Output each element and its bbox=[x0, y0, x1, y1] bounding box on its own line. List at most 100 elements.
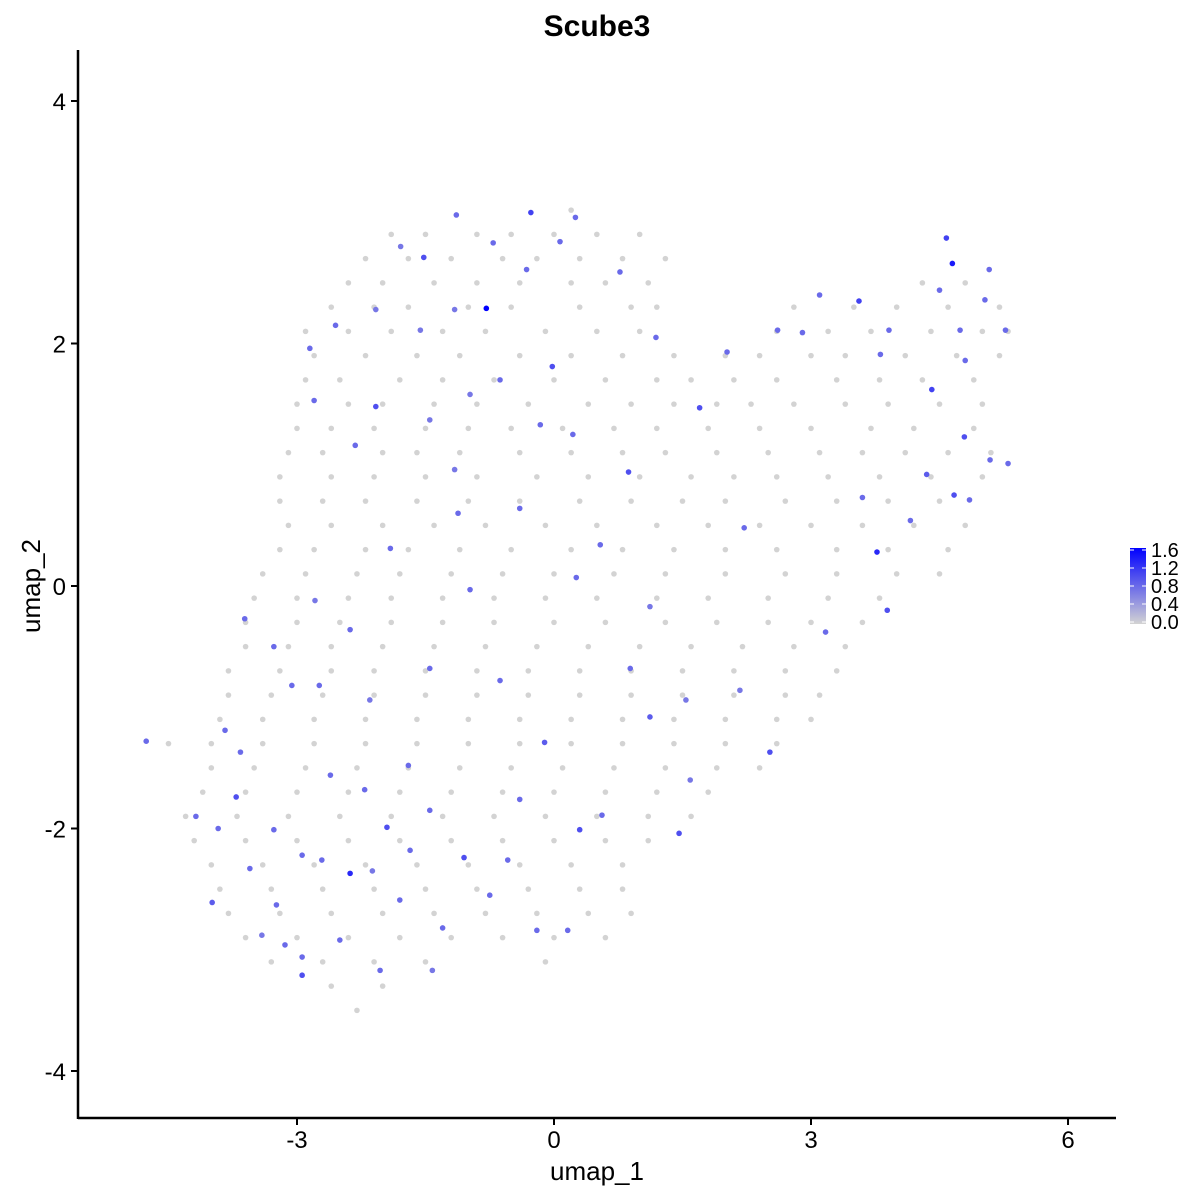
cell-point bbox=[516, 352, 523, 359]
cell-point bbox=[833, 498, 840, 504]
cell-point bbox=[731, 668, 737, 674]
cell-point bbox=[388, 595, 395, 601]
cell-point bbox=[936, 498, 943, 504]
cell-point bbox=[455, 510, 461, 517]
cell-point bbox=[594, 595, 600, 601]
cell-point bbox=[599, 812, 605, 818]
cell-point bbox=[426, 417, 433, 423]
cell-point bbox=[482, 522, 489, 529]
cell-point bbox=[874, 549, 880, 555]
cell-point bbox=[523, 266, 530, 273]
cell-point bbox=[302, 377, 309, 383]
cell-point bbox=[225, 910, 232, 917]
cell-point bbox=[799, 329, 806, 336]
cell-point bbox=[328, 304, 335, 310]
y-tick-label: -2 bbox=[45, 817, 66, 844]
cell-point bbox=[568, 862, 574, 868]
cell-point bbox=[739, 643, 746, 650]
cell-point bbox=[602, 377, 609, 383]
cell-point bbox=[294, 789, 300, 795]
colorbar-label: 1.6 bbox=[1151, 540, 1179, 562]
colorbar bbox=[1130, 548, 1146, 624]
cell-point bbox=[951, 492, 957, 498]
colorbar-label: 1.2 bbox=[1151, 558, 1179, 580]
x-tick-label: -3 bbox=[286, 1127, 307, 1154]
cell-point bbox=[345, 401, 352, 407]
cell-point bbox=[299, 852, 305, 858]
cell-point bbox=[654, 425, 660, 432]
cell-point bbox=[414, 716, 420, 723]
cell-point bbox=[516, 862, 523, 868]
colorbar-label: 0.4 bbox=[1151, 594, 1179, 616]
cell-point bbox=[737, 687, 743, 694]
y-tick-label: 4 bbox=[53, 89, 66, 116]
cell-point bbox=[431, 643, 437, 650]
cell-point bbox=[570, 431, 576, 438]
cell-point bbox=[439, 925, 446, 931]
cell-point bbox=[585, 910, 592, 917]
cell-point bbox=[688, 813, 694, 820]
cell-point bbox=[619, 352, 626, 359]
colorbar-label: 0.8 bbox=[1151, 576, 1179, 598]
cell-point bbox=[362, 716, 369, 723]
cell-point bbox=[387, 545, 394, 552]
cell-point bbox=[949, 260, 956, 267]
cell-point bbox=[1005, 460, 1011, 467]
cell-point bbox=[285, 643, 292, 650]
cell-point bbox=[611, 765, 617, 771]
x-tick-label: 3 bbox=[804, 1127, 817, 1154]
cell-point bbox=[422, 959, 429, 965]
cell-point bbox=[833, 377, 840, 383]
cell-point bbox=[285, 813, 292, 820]
cell-point bbox=[362, 352, 369, 359]
cell-point bbox=[345, 837, 352, 844]
cell-point bbox=[319, 449, 326, 456]
cell-point bbox=[379, 522, 386, 529]
cell-point bbox=[602, 789, 609, 795]
cell-point bbox=[237, 749, 244, 755]
cell-point bbox=[549, 363, 556, 370]
cell-point bbox=[191, 837, 197, 844]
cell-point bbox=[302, 571, 309, 577]
cell-point bbox=[268, 886, 275, 892]
cell-point bbox=[490, 240, 496, 246]
cell-point bbox=[388, 813, 395, 820]
cell-point bbox=[868, 328, 874, 335]
cell-point bbox=[773, 546, 780, 553]
cell-point bbox=[773, 377, 780, 383]
cell-point bbox=[414, 498, 420, 504]
cell-point bbox=[557, 238, 563, 245]
y-tick-label: -4 bbox=[45, 1059, 66, 1086]
cell-point bbox=[448, 934, 454, 941]
cell-point bbox=[645, 813, 652, 820]
cell-point bbox=[482, 643, 489, 650]
cell-point bbox=[653, 334, 659, 341]
cell-point bbox=[516, 449, 523, 456]
cell-point bbox=[362, 255, 369, 262]
cell-point bbox=[431, 401, 437, 407]
cell-point bbox=[371, 425, 377, 432]
cell-point bbox=[294, 595, 300, 601]
cell-point bbox=[328, 425, 335, 432]
cell-point bbox=[585, 401, 592, 407]
cell-point bbox=[628, 401, 634, 407]
cell-point bbox=[945, 449, 951, 456]
cell-point bbox=[542, 959, 549, 965]
cell-point bbox=[611, 425, 617, 432]
cell-point bbox=[534, 474, 540, 480]
cell-point bbox=[277, 546, 283, 553]
cell-point bbox=[662, 449, 669, 456]
cell-point bbox=[756, 425, 763, 432]
cell-point bbox=[713, 765, 720, 771]
cell-point bbox=[808, 352, 814, 359]
cell-point bbox=[724, 349, 730, 355]
cell-point bbox=[859, 522, 866, 529]
cell-point bbox=[628, 304, 634, 310]
cell-point bbox=[722, 740, 729, 747]
cell-point bbox=[362, 498, 369, 504]
cell-point bbox=[822, 629, 829, 635]
cell-point bbox=[499, 571, 506, 577]
cell-point bbox=[456, 449, 463, 456]
cell-point bbox=[407, 847, 413, 854]
cell-point bbox=[559, 425, 566, 432]
